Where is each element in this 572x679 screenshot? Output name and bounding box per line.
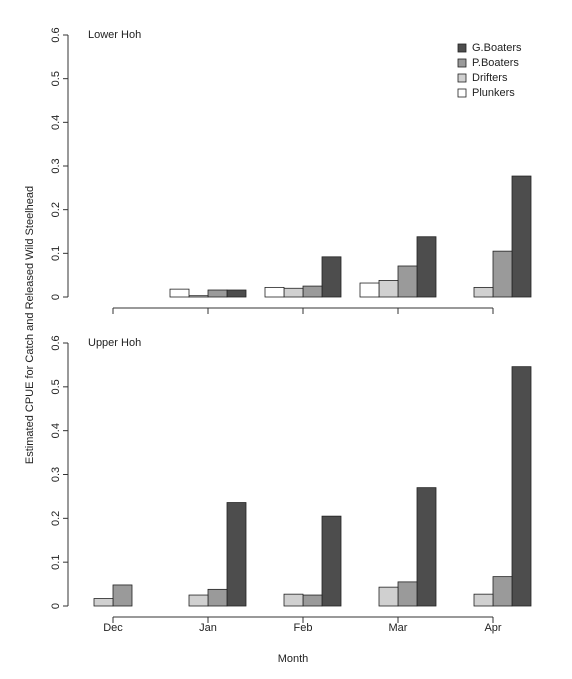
legend-swatch bbox=[457, 88, 467, 98]
bar bbox=[473, 286, 494, 298]
bar bbox=[112, 584, 133, 607]
bar bbox=[169, 288, 190, 298]
y-axis-label: Estimated CPUE for Catch and Released Wi… bbox=[24, 186, 36, 464]
bar bbox=[378, 586, 399, 607]
bar bbox=[93, 598, 114, 607]
y-tick-label: 0 bbox=[50, 603, 62, 609]
x-tick-label: Dec bbox=[103, 622, 123, 634]
y-tick-label: 0.2 bbox=[50, 511, 62, 526]
y-tick-label: 0.6 bbox=[50, 335, 62, 350]
y-tick-label: 0.5 bbox=[50, 379, 62, 394]
bar bbox=[359, 282, 380, 298]
x-tick-label: Mar bbox=[389, 622, 408, 634]
bar bbox=[511, 175, 532, 298]
bar bbox=[492, 250, 513, 298]
y-tick-label: 0.4 bbox=[50, 423, 62, 438]
y-tick-label: 0.3 bbox=[50, 467, 62, 482]
legend-label: Plunkers bbox=[472, 87, 515, 99]
legend-label: G.Boaters bbox=[472, 42, 522, 54]
x-tick-label: Feb bbox=[294, 622, 313, 634]
legend-swatch bbox=[457, 43, 467, 53]
y-tick-label: 0.1 bbox=[50, 246, 62, 261]
bar bbox=[511, 366, 532, 607]
y-tick-label: 0.6 bbox=[50, 27, 62, 42]
panel-title: Upper Hoh bbox=[88, 337, 141, 349]
x-axis-label: Month bbox=[278, 653, 309, 665]
bar bbox=[492, 576, 513, 607]
bar bbox=[416, 487, 437, 607]
legend-swatch bbox=[457, 58, 467, 68]
bar bbox=[226, 289, 247, 298]
bar bbox=[283, 287, 304, 298]
y-tick-label: 0.5 bbox=[50, 71, 62, 86]
bar bbox=[397, 265, 418, 298]
legend-label: P.Boaters bbox=[472, 57, 519, 69]
bar bbox=[283, 593, 304, 607]
bar bbox=[321, 256, 342, 298]
bar bbox=[264, 286, 285, 298]
bar bbox=[226, 502, 247, 607]
y-tick-label: 0.3 bbox=[50, 158, 62, 173]
x-tick-label: Jan bbox=[199, 622, 217, 634]
bar bbox=[473, 593, 494, 607]
bar bbox=[321, 515, 342, 607]
y-tick-label: 0.2 bbox=[50, 202, 62, 217]
bar bbox=[188, 295, 209, 298]
legend-swatch bbox=[457, 73, 467, 83]
bar bbox=[397, 581, 418, 607]
x-tick-label: Apr bbox=[484, 622, 501, 634]
bar bbox=[378, 280, 399, 298]
y-tick-label: 0 bbox=[50, 294, 62, 300]
bar bbox=[302, 285, 323, 298]
bar bbox=[302, 594, 323, 607]
bar bbox=[207, 289, 228, 298]
y-tick-label: 0.1 bbox=[50, 555, 62, 570]
bar bbox=[416, 236, 437, 298]
bar bbox=[188, 594, 209, 607]
panel-title: Lower Hoh bbox=[88, 29, 141, 41]
bar bbox=[207, 588, 228, 607]
legend-label: Drifters bbox=[472, 72, 508, 84]
y-tick-label: 0.4 bbox=[50, 115, 62, 130]
